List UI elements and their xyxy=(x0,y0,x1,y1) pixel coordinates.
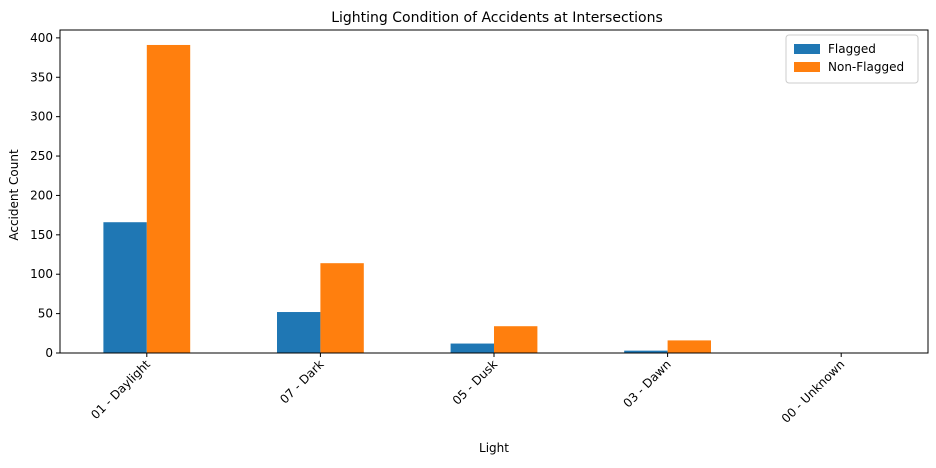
x-tick-label: 01 - Daylight xyxy=(88,357,153,422)
y-tick-label: 200 xyxy=(30,188,53,202)
y-axis-label: Accident Count xyxy=(7,149,21,241)
bar-non-flagged-1 xyxy=(320,263,364,353)
legend-swatch-non-flagged xyxy=(794,62,820,72)
x-tick-label: 05 - Dusk xyxy=(450,357,500,407)
legend-label-non-flagged: Non-Flagged xyxy=(828,60,904,74)
legend-swatch-flagged xyxy=(794,44,820,54)
y-tick-label: 300 xyxy=(30,110,53,124)
bar-flagged-3 xyxy=(624,350,668,353)
y-tick-label: 50 xyxy=(38,307,53,321)
x-axis-label: Light xyxy=(479,441,509,455)
bars-layer xyxy=(103,44,711,353)
x-tick-label: 03 - Dawn xyxy=(621,357,674,410)
bar-flagged-2 xyxy=(450,343,494,353)
y-tick-label: 0 xyxy=(45,346,53,360)
y-tick-label: 150 xyxy=(30,228,53,242)
x-tick-label: 00 - Unknown xyxy=(779,357,848,426)
chart-title: Lighting Condition of Accidents at Inter… xyxy=(331,10,663,26)
legend-label-flagged: Flagged xyxy=(828,42,876,56)
bar-non-flagged-2 xyxy=(494,326,538,353)
y-tick-label: 250 xyxy=(30,149,53,163)
bar-non-flagged-0 xyxy=(146,44,191,353)
legend: Flagged Non-Flagged xyxy=(785,34,919,84)
y-tick-label: 350 xyxy=(30,70,53,84)
bar-flagged-1 xyxy=(277,312,321,353)
bar-non-flagged-3 xyxy=(667,340,711,353)
y-tick-label: 400 xyxy=(30,31,53,45)
y-tick-label: 100 xyxy=(30,267,53,281)
bar-flagged-0 xyxy=(103,222,147,353)
x-tick-label: 07 - Dark xyxy=(277,357,326,406)
